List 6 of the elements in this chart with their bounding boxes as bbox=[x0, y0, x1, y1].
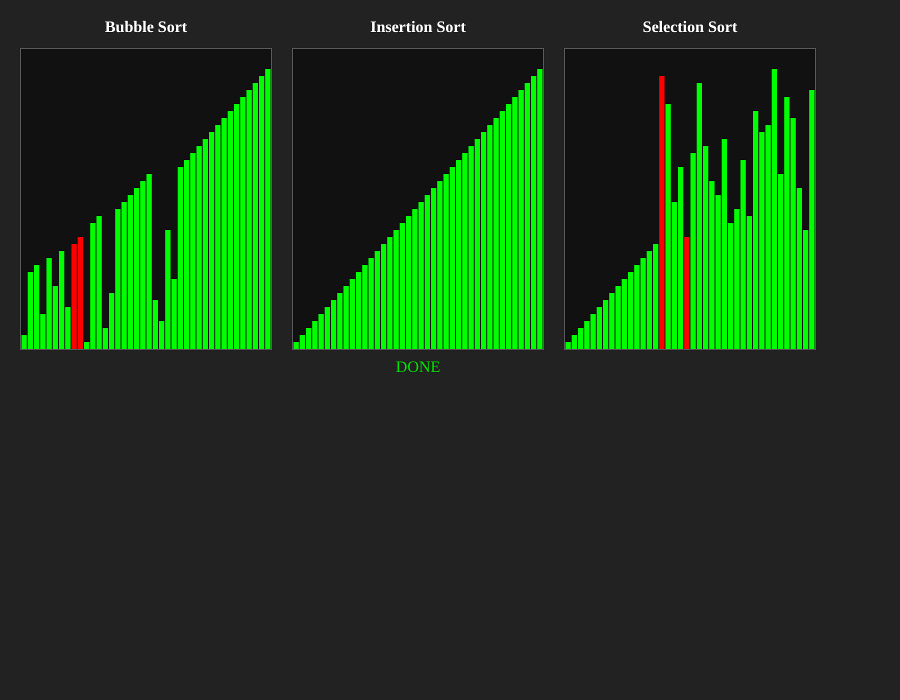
chart-title: Bubble Sort bbox=[104, 18, 188, 38]
bar bbox=[659, 76, 665, 349]
text: DONE bbox=[394, 358, 442, 378]
bar bbox=[684, 237, 690, 349]
chart-title: Selection Sort bbox=[642, 18, 738, 38]
chart-title: Insertion Sort bbox=[369, 18, 467, 38]
